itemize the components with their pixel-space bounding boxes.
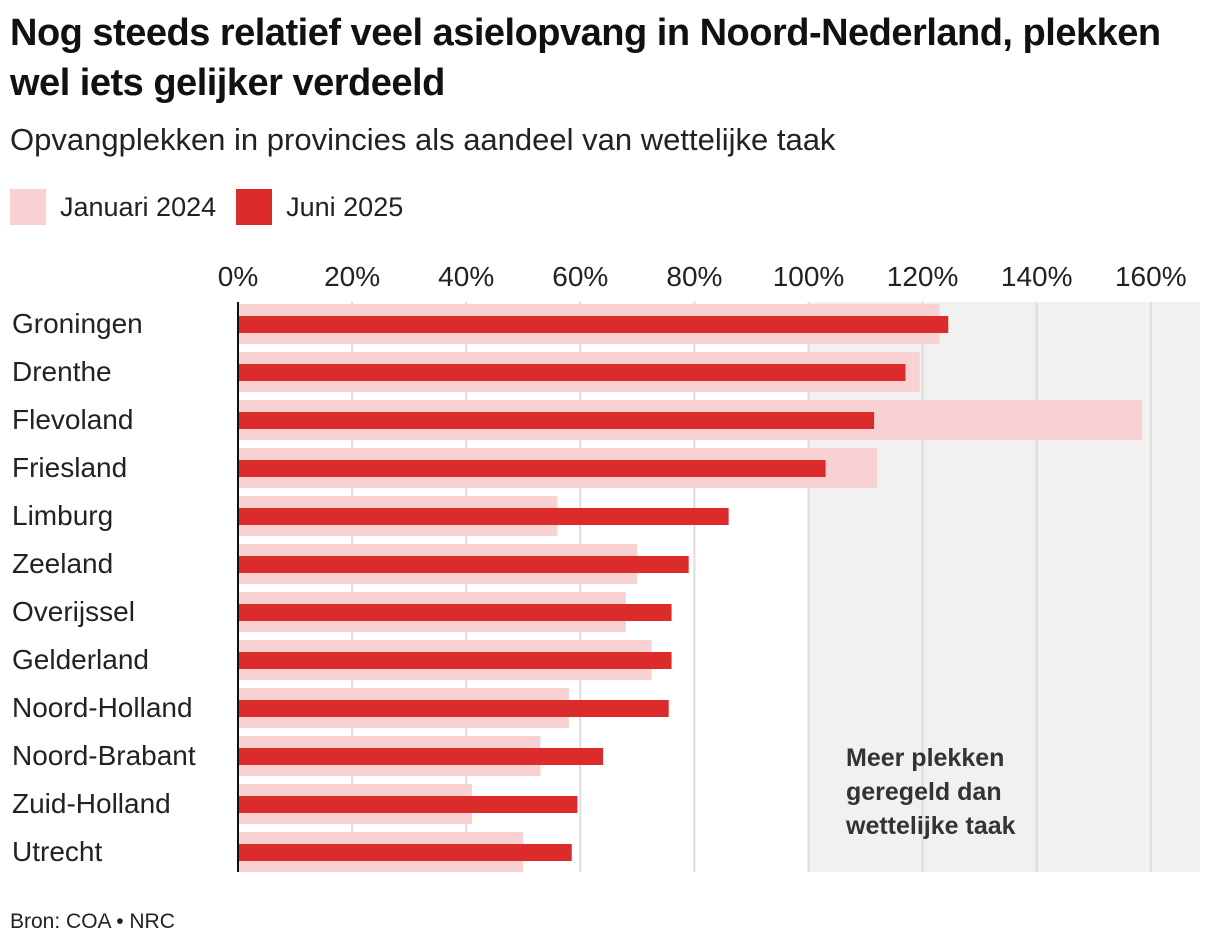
x-tick-label: 120%: [887, 261, 959, 292]
chart-title: Nog steeds relatief veel asielopvang in …: [10, 12, 1161, 104]
legend-swatch-january-2024: [10, 189, 46, 225]
legend-label-january-2024: Januari 2024: [60, 191, 217, 222]
x-tick-label: 140%: [1001, 261, 1073, 292]
category-label: Drenthe: [12, 356, 112, 387]
category-label: Utrecht: [12, 836, 102, 867]
bar-chart: 0% 20% 40% 60% 80% 100% 120% 140% 160% Groningen D…: [12, 261, 1200, 872]
x-tick-label: 0%: [218, 261, 258, 292]
category-label: Flevoland: [12, 404, 133, 435]
category-label: Limburg: [12, 500, 113, 531]
annotation-line: Meer plekken: [846, 744, 1004, 772]
category-label: Zeeland: [12, 548, 113, 579]
chart-subtitle: Opvangplekken in provincies als aandeel …: [10, 122, 836, 157]
bar-june-2025: [238, 796, 578, 813]
x-tick-label: 160%: [1115, 261, 1187, 292]
annotation-line: geregeld dan: [846, 778, 1002, 806]
source-note: Bron: COA • NRC: [10, 910, 175, 933]
annotation-line: wettelijke taak: [845, 812, 1016, 840]
x-tick-label: 60%: [552, 261, 608, 292]
category-label: Friesland: [12, 452, 127, 483]
x-tick-label: 100%: [773, 261, 845, 292]
legend: Januari 2024 Juni 2025: [10, 188, 423, 226]
category-label: Overijssel: [12, 596, 135, 627]
bar-june-2025: [238, 460, 826, 477]
x-tick-label: 40%: [438, 261, 494, 292]
category-label: Groningen: [12, 308, 143, 339]
bar-june-2025: [238, 364, 906, 381]
bar-june-2025: [238, 604, 672, 621]
legend-swatch-june-2025: [236, 189, 273, 225]
category-label: Noord-Holland: [12, 692, 193, 723]
category-label: Zuid-Holland: [12, 788, 171, 819]
category-label: Noord-Brabant: [12, 740, 196, 771]
bar-june-2025: [238, 412, 875, 429]
shaded-region-above-100: [808, 302, 1200, 872]
bar-june-2025: [238, 844, 572, 861]
bar-june-2025: [238, 700, 669, 717]
bar-june-2025: [238, 556, 689, 573]
category-label: Gelderland: [12, 644, 149, 675]
bar-june-2025: [238, 748, 604, 765]
bar-june-2025: [238, 508, 729, 525]
bar-june-2025: [238, 316, 949, 333]
legend-label-june-2025: Juni 2025: [286, 191, 404, 222]
x-tick-label: 20%: [324, 261, 380, 292]
legend-item-june-2025: Juni 2025: [236, 189, 403, 225]
legend-item-january-2024: Januari 2024: [10, 189, 216, 225]
x-tick-label: 80%: [666, 261, 722, 292]
bar-june-2025: [238, 652, 672, 669]
